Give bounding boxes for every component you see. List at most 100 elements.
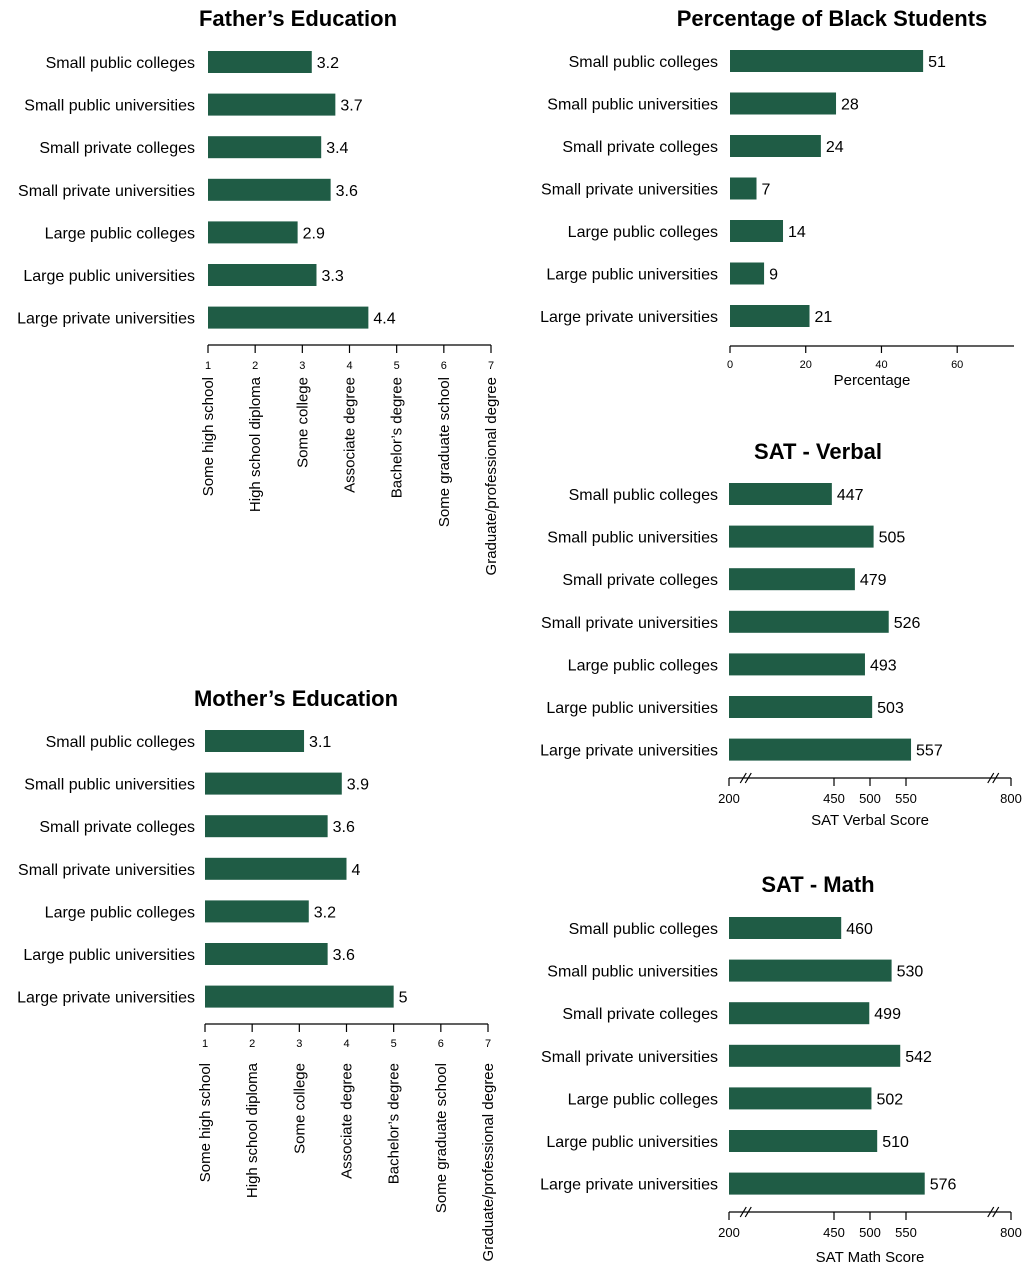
bar [205,985,394,1008]
value-label: 493 [870,657,897,674]
bar [205,857,347,880]
category-label: Small private colleges [562,139,718,156]
category-label: Small private universities [541,615,718,632]
value-label: 5 [399,990,408,1007]
bar [208,264,317,286]
category-label: Large public colleges [568,657,718,674]
category-label: Small public colleges [46,55,195,72]
category-label: Large public universities [546,267,718,284]
value-label: 3.9 [347,777,369,794]
tick-label: 200 [718,1225,740,1240]
bar [729,917,842,939]
value-label: 4.4 [373,311,395,328]
category-label: Large public universities [546,1134,718,1151]
value-label: 447 [837,487,864,504]
bar [730,135,821,157]
bar [208,136,322,159]
bar [729,959,892,982]
value-label: 503 [877,700,904,717]
chart-father: Father’s Education Small public colleges 3… [17,6,500,575]
tick-label: 7 [485,1038,491,1050]
category-label: Small private universities [541,182,718,199]
value-label: 510 [882,1134,909,1151]
tick-label: 4 [346,360,352,372]
scale-label: Some graduate school [436,377,453,527]
bar [729,738,912,761]
value-label: 14 [788,224,806,241]
value-label: 542 [905,1049,932,1066]
axis-break-mark [987,1206,995,1218]
chart-title: SAT - Verbal [754,439,882,464]
tick-label: 2 [249,1038,255,1050]
scale-label: Graduate/professional degree [483,377,500,575]
tick-label: 6 [441,360,447,372]
value-label: 3.6 [333,819,355,836]
axis-break-mark [992,1206,1000,1218]
value-label: 51 [928,54,946,71]
category-label: Small public universities [547,964,718,981]
scale-label: High school diploma [244,1062,261,1198]
bar [730,50,924,72]
value-label: 479 [860,572,887,589]
bar [729,1172,925,1195]
axis-break-mark [744,1206,752,1218]
category-label: Small private colleges [39,819,195,836]
bar [730,262,765,285]
scale-label: Associate degree [339,1063,356,1179]
axis-break-mark [739,772,747,784]
value-label: 3.1 [309,734,331,751]
tick-label: 1 [205,360,211,372]
category-label: Large public colleges [568,1091,718,1108]
axis-break-mark [987,772,995,784]
bar [729,525,874,548]
bar [208,51,312,73]
scale-label: Some college [291,1063,308,1154]
chart-title: SAT - Math [761,872,874,897]
scale-label: Some college [294,377,311,468]
axis-break-mark [992,772,1000,784]
bar [729,1130,878,1152]
category-label: Large public colleges [568,224,718,241]
tick-label: 200 [718,791,740,806]
bar [208,221,298,244]
category-label: Small public universities [24,98,195,115]
value-label: 3.6 [336,183,358,200]
chart-title: Percentage of Black Students [677,6,988,31]
chart-verbal: SAT - Verbal Small public colleges 447 Smal… [540,439,1022,829]
value-label: 499 [874,1006,901,1023]
value-label: 3.6 [333,947,355,964]
bar [729,1087,872,1110]
value-label: 21 [815,309,833,326]
tick-label: 60 [951,359,963,371]
value-label: 526 [894,615,921,632]
bar [729,1002,870,1025]
scale-label: Some high school [197,1063,214,1182]
scale-label: Bachelor’s degree [389,377,406,498]
category-label: Small private universities [18,183,195,200]
tick-label: 450 [823,1225,845,1240]
scale-label: Some graduate school [433,1063,450,1213]
tick-label: 2 [252,360,258,372]
scale-label: Associate degree [342,377,359,493]
bar [205,815,328,838]
tick-label: 6 [438,1038,444,1050]
value-label: 576 [930,1177,957,1194]
category-label: Small public colleges [569,54,718,71]
tick-label: 3 [299,360,305,372]
category-label: Large private universities [540,309,718,326]
value-label: 7 [762,182,771,199]
bar [730,92,837,115]
category-label: Large private universities [540,1177,718,1194]
category-label: Large public universities [546,700,718,717]
category-label: Large private universities [17,990,195,1007]
value-label: 557 [916,743,943,760]
value-label: 2.9 [303,225,325,242]
category-label: Small public universities [24,777,195,794]
tick-label: 5 [391,1038,397,1050]
category-label: Large public colleges [45,904,195,921]
chart-mother: Mother’s Education Small public colleges 3… [17,686,497,1261]
value-label: 3.7 [340,98,362,115]
category-label: Small public universities [547,530,718,547]
value-label: 28 [841,97,859,114]
